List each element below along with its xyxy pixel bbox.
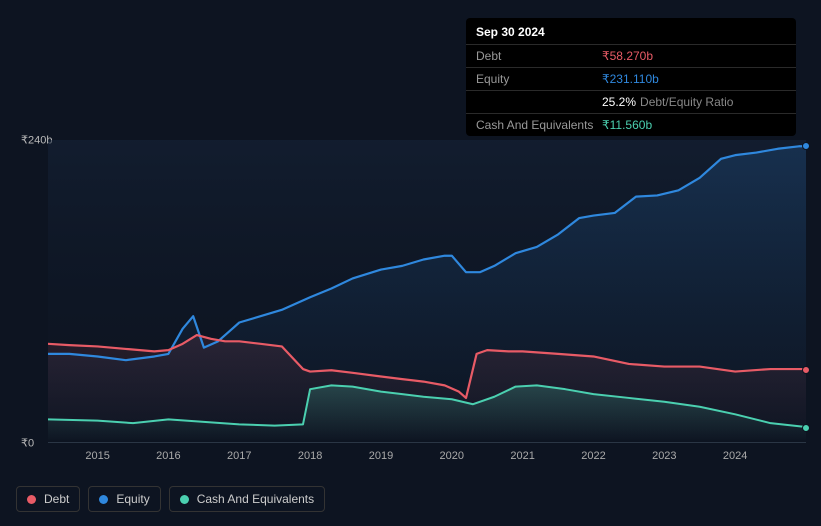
tooltip-label: Equity — [476, 72, 602, 86]
tooltip-label: Debt — [476, 49, 602, 63]
tooltip-row: 25.2% Debt/Equity Ratio — [466, 90, 796, 113]
plot-area — [48, 140, 806, 443]
x-axis-tick: 2024 — [723, 450, 747, 462]
legend-item-cash-and-equivalents[interactable]: Cash And Equivalents — [169, 486, 325, 512]
legend-dot — [99, 495, 108, 504]
tooltip-value: ₹231.110b — [602, 72, 659, 86]
x-axis-tick: 2017 — [227, 450, 251, 462]
legend-dot — [27, 495, 36, 504]
chart-legend: Debt Equity Cash And Equivalents — [16, 486, 325, 512]
legend-item-debt[interactable]: Debt — [16, 486, 80, 512]
legend-dot — [180, 495, 189, 504]
debt-equity-chart: ₹240b₹0 20152016201720182019202020212022… — [16, 120, 806, 460]
tooltip-value: 25.2% — [602, 95, 636, 109]
series-end-marker — [802, 366, 810, 374]
tooltip-date: Sep 30 2024 — [466, 18, 796, 44]
x-axis-tick: 2018 — [298, 450, 322, 462]
tooltip-value: ₹58.270b — [602, 49, 653, 63]
series-end-marker — [802, 424, 810, 432]
x-axis-tick: 2015 — [85, 450, 109, 462]
tooltip-row: Equity₹231.110b — [466, 67, 796, 90]
series-end-marker — [802, 142, 810, 150]
x-axis-tick: 2023 — [652, 450, 676, 462]
legend-label: Equity — [116, 492, 149, 506]
x-axis-tick: 2022 — [581, 450, 605, 462]
tooltip-suffix: Debt/Equity Ratio — [640, 95, 733, 109]
x-axis-tick: 2020 — [440, 450, 464, 462]
legend-label: Cash And Equivalents — [197, 492, 314, 506]
legend-item-equity[interactable]: Equity — [88, 486, 160, 512]
y-axis-tick: ₹0 — [21, 437, 34, 450]
tooltip-row: Debt₹58.270b — [466, 44, 796, 67]
chart-tooltip: Sep 30 2024Debt₹58.270bEquity₹231.110b25… — [466, 18, 796, 136]
x-axis-tick: 2016 — [156, 450, 180, 462]
x-axis-tick: 2019 — [369, 450, 393, 462]
x-axis-tick: 2021 — [510, 450, 534, 462]
legend-label: Debt — [44, 492, 69, 506]
